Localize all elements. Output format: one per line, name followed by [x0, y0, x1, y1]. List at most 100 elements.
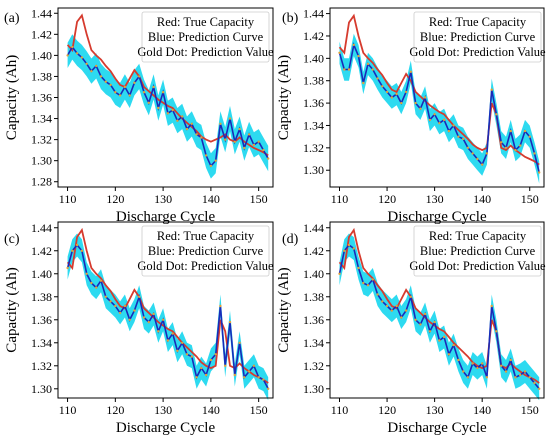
prediction-value-dot — [390, 96, 393, 99]
legend-entry: Blue: Prediction Curve — [420, 244, 536, 258]
prediction-value-dot — [80, 249, 84, 252]
prediction-value-dot — [185, 127, 189, 131]
x-axis-title: Discharge Cycle — [387, 209, 487, 225]
prediction-value-dot — [190, 122, 193, 126]
prediction-value-dot — [395, 92, 398, 96]
prediction-value-dot — [538, 171, 541, 174]
prediction-value-dot — [343, 249, 346, 252]
legend-entry: Red: True Capacity — [429, 15, 527, 29]
prediction-value-dot — [433, 113, 436, 116]
legend-box — [141, 11, 270, 63]
prediction-value-dot — [247, 370, 251, 373]
prediction-value-dot — [85, 62, 88, 65]
prediction-value-dot — [371, 68, 374, 71]
prediction-value-dot — [500, 364, 503, 367]
prediction-value-dot — [190, 355, 193, 358]
prediction-value-dot — [176, 119, 179, 122]
prediction-value-dot — [257, 376, 260, 379]
y-tick-label: 1.34 — [303, 336, 324, 350]
legend-box — [413, 225, 542, 277]
prediction-value-dot — [204, 154, 208, 157]
x-tick-label: 150 — [250, 403, 268, 417]
prediction-value-dot — [523, 129, 527, 133]
prediction-value-dot — [338, 272, 341, 275]
prediction-value-dot — [343, 68, 346, 71]
x-tick-label: 130 — [154, 192, 172, 206]
x-tick-label: 150 — [250, 192, 268, 206]
prediction-value-dot — [523, 370, 527, 373]
prediction-value-dot — [404, 309, 408, 312]
prediction-value-dot — [204, 373, 208, 377]
chart-panel-b: 110 120 130 140 150 1.30 1.32 1.34 1.36 1.38 1.40 1… — [276, 7, 546, 225]
y-tick-label: 1.34 — [31, 112, 52, 126]
prediction-value-dot — [366, 284, 370, 287]
legend-entry: Gold Dot: Prediction Value — [409, 259, 546, 273]
prediction-value-dot — [176, 349, 179, 352]
y-tick-label: 1.44 — [31, 6, 52, 20]
x-tick-label: 130 — [154, 403, 172, 417]
prediction-value-dot — [462, 370, 465, 373]
y-tick-label: 1.38 — [31, 290, 52, 304]
prediction-value-dot — [171, 108, 174, 112]
prediction-value-dot — [104, 80, 108, 83]
prediction-value-dot — [257, 140, 260, 143]
panel-label: (b) — [282, 11, 299, 26]
y-tick-label: 1.40 — [31, 48, 52, 62]
prediction-band — [67, 233, 269, 401]
prediction-value-dot — [123, 304, 127, 308]
prediction-value-dot — [75, 52, 79, 55]
prediction-value-dot — [114, 304, 117, 308]
prediction-value-dot — [338, 51, 341, 54]
prediction-value-dot — [438, 122, 441, 125]
prediction-value-dot — [495, 330, 498, 333]
prediction-value-dot — [238, 341, 241, 344]
prediction-value-dot — [247, 133, 251, 136]
y-tick-label: 1.36 — [303, 313, 324, 327]
prediction-value-dot — [133, 309, 136, 312]
legend-entry: Blue: Prediction Curve — [148, 30, 264, 44]
prediction-value-dot — [471, 362, 474, 365]
legend-entry: Gold Dot: Prediction Value — [409, 45, 546, 59]
y-axis-title: Capacity (Ah) — [276, 267, 292, 352]
y-tick-label: 1.38 — [31, 69, 52, 83]
prediction-value-dot — [161, 91, 165, 94]
prediction-value-dot — [75, 243, 79, 247]
prediction-value-dot — [185, 353, 189, 356]
prediction-value-dot — [171, 332, 174, 335]
prediction-value-dot — [457, 135, 460, 138]
panel-label: (c) — [4, 232, 20, 247]
y-tick-label: 1.36 — [31, 313, 52, 327]
x-tick-label: 150 — [521, 192, 539, 206]
y-tick-label: 1.30 — [31, 382, 52, 396]
prediction-value-dot — [219, 304, 222, 308]
prediction-value-dot — [224, 364, 227, 367]
prediction-value-dot — [385, 90, 389, 94]
prediction-value-dot — [433, 320, 436, 324]
prediction-value-dot — [400, 101, 403, 105]
prediction-value-dot — [519, 373, 522, 377]
x-tick-label: 120 — [378, 403, 396, 417]
prediction-value-dot — [95, 64, 98, 68]
legend-entry: Blue: Prediction Curve — [420, 30, 536, 44]
prediction-value-dot — [376, 77, 379, 80]
prediction-value-dot — [538, 387, 541, 390]
prediction-value-dot — [409, 70, 412, 74]
y-tick-label: 1.42 — [31, 27, 52, 41]
prediction-value-dot — [504, 370, 508, 373]
prediction-value-dot — [442, 335, 446, 339]
prediction-value-dot — [238, 127, 241, 131]
y-tick-label: 1.38 — [303, 290, 324, 304]
prediction-value-dot — [519, 144, 522, 147]
x-tick-label: 110 — [59, 403, 77, 417]
y-tick-label: 1.44 — [31, 221, 52, 235]
prediction-value-dot — [414, 318, 417, 321]
y-tick-label: 1.36 — [31, 91, 52, 105]
prediction-value-dot — [200, 366, 203, 370]
prediction-value-dot — [233, 140, 236, 143]
prediction-value-dot — [504, 146, 508, 149]
x-tick-label: 120 — [106, 192, 124, 206]
prediction-value-dot — [528, 135, 531, 138]
prediction-value-dot — [109, 300, 112, 303]
